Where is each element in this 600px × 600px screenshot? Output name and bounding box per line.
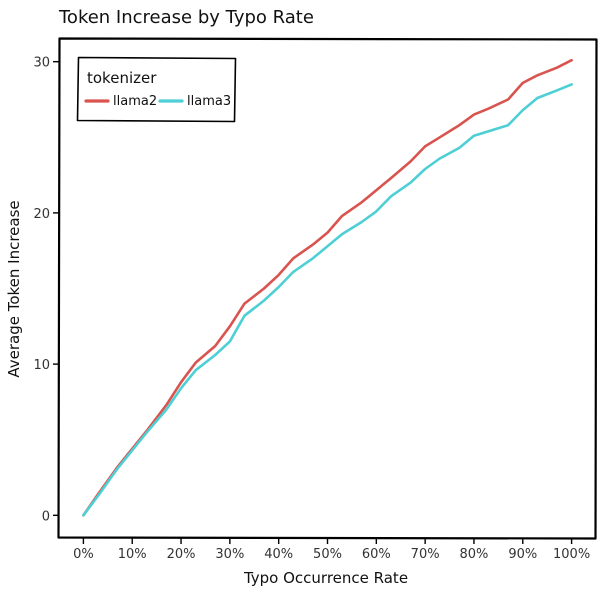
y-tick-label: 10	[33, 358, 50, 373]
legend-label-llama3: llama3	[187, 94, 231, 109]
y-axis-ticks: 0 10 20 30	[33, 56, 59, 524]
x-tick-label: 50%	[313, 547, 342, 562]
y-tick-label: 0	[42, 509, 50, 524]
x-tick-label: 10%	[118, 547, 147, 562]
x-tick-label: 90%	[508, 547, 537, 562]
legend-label-llama2: llama2	[113, 94, 157, 109]
x-axis-label: Typo Occurrence Rate	[243, 569, 408, 587]
x-axis-ticks: 0% 10% 20% 30% 40% 50% 60% 70% 80% 90% 100%	[73, 538, 590, 562]
legend-box	[76, 56, 237, 123]
y-axis-label: Average Token Increase	[5, 200, 23, 377]
x-tick-label: 30%	[215, 547, 244, 562]
legend-title: tokenizer	[87, 69, 157, 87]
x-tick-label: 100%	[553, 547, 590, 562]
x-tick-label: 60%	[362, 547, 391, 562]
legend: tokenizer llama2 llama3	[76, 56, 237, 123]
x-tick-label: 70%	[411, 547, 440, 562]
x-tick-label: 0%	[73, 547, 94, 562]
series-line-llama2	[82, 58, 573, 517]
plot-frame	[57, 37, 598, 540]
chart-title: Token Increase by Typo Rate	[58, 7, 314, 28]
x-tick-label: 20%	[167, 547, 196, 562]
series-lines	[82, 58, 573, 517]
x-tick-label: 80%	[460, 547, 489, 562]
x-tick-label: 40%	[264, 547, 293, 562]
y-tick-label: 20	[33, 207, 50, 222]
series-line-llama3	[82, 83, 573, 517]
y-tick-label: 30	[33, 56, 50, 71]
